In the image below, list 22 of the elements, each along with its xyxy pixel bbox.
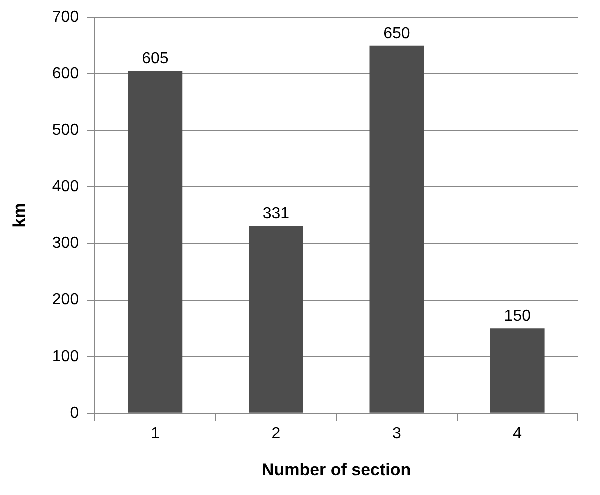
- y-tick-label: 200: [52, 292, 80, 309]
- x-tick-label: 1: [151, 425, 160, 442]
- bar: [370, 46, 424, 413]
- x-tick-label: 3: [392, 425, 402, 442]
- data-label: 150: [504, 308, 532, 325]
- data-label: 605: [142, 50, 169, 68]
- bar: [490, 328, 545, 413]
- x-tick-label: 2: [272, 425, 281, 442]
- y-tick-label: 100: [52, 348, 80, 366]
- bar: [249, 226, 304, 413]
- data-label: 650: [384, 25, 410, 42]
- y-tick-label: 400: [52, 178, 80, 196]
- x-axis-title: Number of section: [262, 460, 412, 480]
- y-tick-label: 500: [52, 122, 80, 140]
- y-axis-title: km: [10, 203, 29, 228]
- y-tick-label: 300: [52, 235, 80, 252]
- y-tick-label: 700: [52, 9, 80, 26]
- data-label: 331: [262, 206, 290, 223]
- bar: [128, 71, 183, 413]
- y-tick-label: 0: [70, 404, 80, 422]
- y-tick-label: 600: [52, 66, 80, 83]
- x-tick-label: 4: [513, 425, 522, 442]
